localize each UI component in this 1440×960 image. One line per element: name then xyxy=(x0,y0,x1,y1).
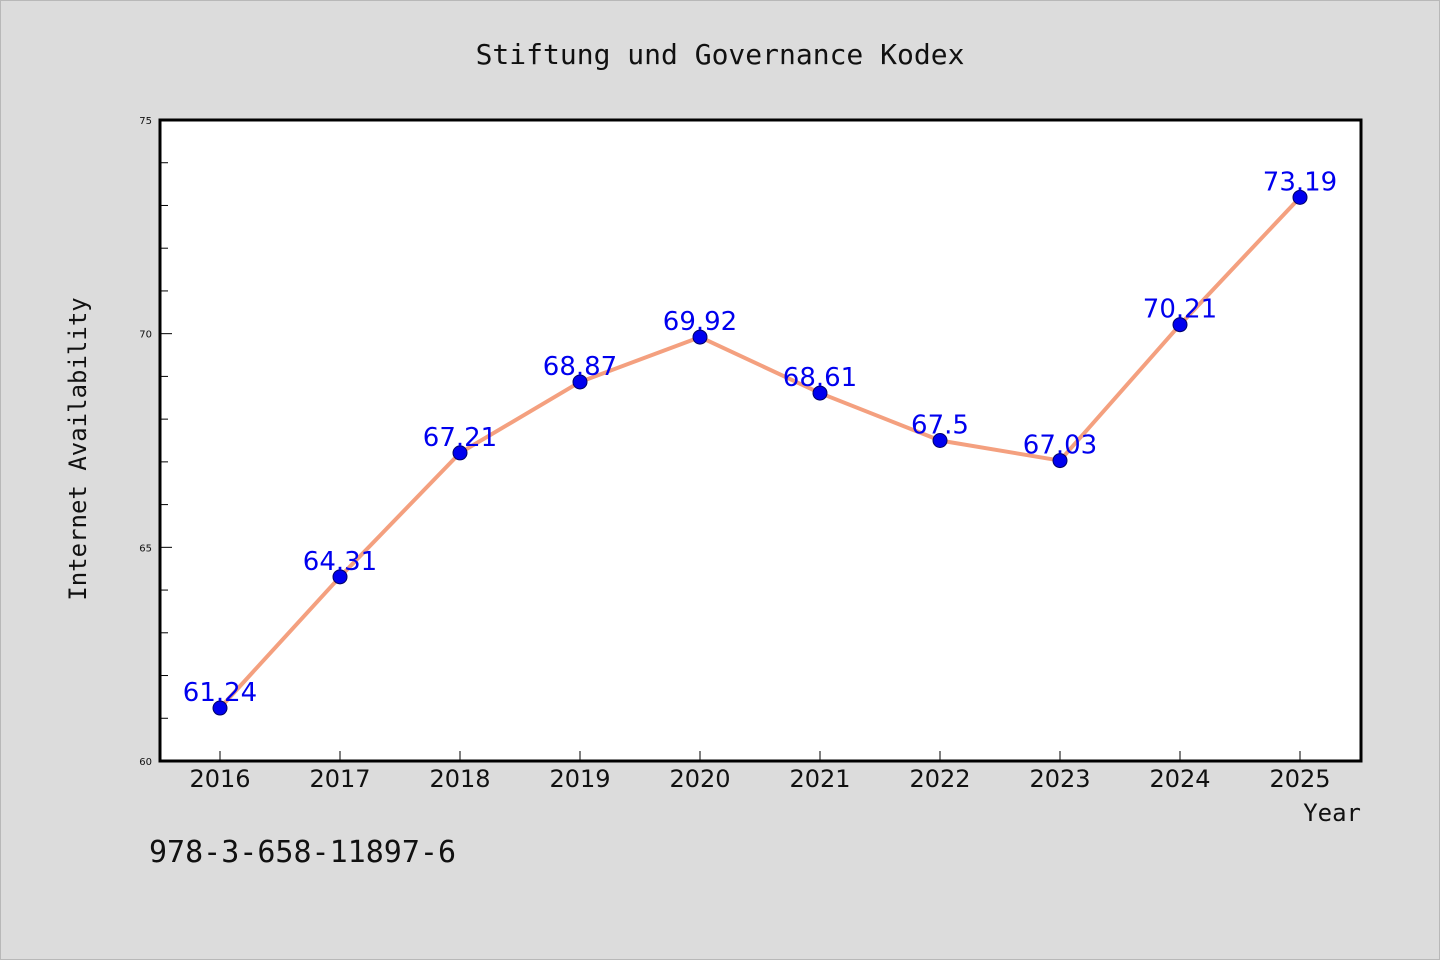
data-point-marker xyxy=(452,445,468,461)
series-line-group xyxy=(218,195,1302,711)
data-point-marker xyxy=(212,700,228,716)
chart-title: Stiftung und Governance Kodex xyxy=(476,38,965,71)
x-tick-label: 2016 xyxy=(189,765,250,793)
isbn-footer-text: 978-3-658-11897-6 xyxy=(149,835,457,870)
data-value-label: 64.31 xyxy=(303,547,377,577)
x-tick-label: 2021 xyxy=(789,765,850,793)
data-value-label: 68.87 xyxy=(543,352,617,382)
x-axis-ticks: 2016 2017 2018 2019 2020 2021 2022 2023 2024 2025 xyxy=(189,751,1331,793)
data-value-label: 67.03 xyxy=(1023,431,1097,461)
data-point-marker xyxy=(332,569,348,585)
data-point-marker xyxy=(692,329,708,345)
data-value-label: 61.24 xyxy=(183,678,257,708)
x-tick-label: 2025 xyxy=(1269,765,1330,793)
x-tick-label: 2024 xyxy=(1149,765,1210,793)
y-tick-label: 65 xyxy=(139,543,152,554)
data-value-label: 67.5 xyxy=(911,411,969,441)
data-point-marker xyxy=(572,374,588,390)
data-labels: 61.24 64.31 67.21 68.87 69.92 68.61 67.5 67.03 7… xyxy=(183,167,1337,708)
data-point-marker xyxy=(1052,453,1068,469)
x-tick-label: 2017 xyxy=(309,765,370,793)
data-value-label: 73.19 xyxy=(1263,167,1337,197)
data-value-label: 69.92 xyxy=(663,307,737,337)
x-tick-label: 2020 xyxy=(669,765,730,793)
y-axis-title: Internet Availability xyxy=(64,297,92,600)
x-tick-label: 2019 xyxy=(549,765,610,793)
data-markers xyxy=(212,189,1308,716)
data-point-marker xyxy=(1172,317,1188,333)
data-point-marker xyxy=(812,385,828,401)
plot-area xyxy=(158,118,1363,763)
y-tick-label: 70 xyxy=(139,330,152,341)
data-point-marker xyxy=(1292,189,1308,205)
x-tick-label: 2018 xyxy=(429,765,490,793)
data-value-label: 68.61 xyxy=(783,363,857,393)
series-line xyxy=(218,195,1302,711)
y-tick-label: 75 xyxy=(139,116,152,127)
y-axis-ticks: 60 65 70 75 xyxy=(139,116,172,768)
y-tick-label: 60 xyxy=(139,757,152,768)
data-value-label: 67.21 xyxy=(423,423,497,453)
data-point-marker xyxy=(932,433,948,448)
x-axis-title: Year xyxy=(1303,799,1361,827)
x-tick-label: 2022 xyxy=(909,765,970,793)
data-value-label: 70.21 xyxy=(1143,295,1217,325)
x-tick-label: 2023 xyxy=(1029,765,1090,793)
